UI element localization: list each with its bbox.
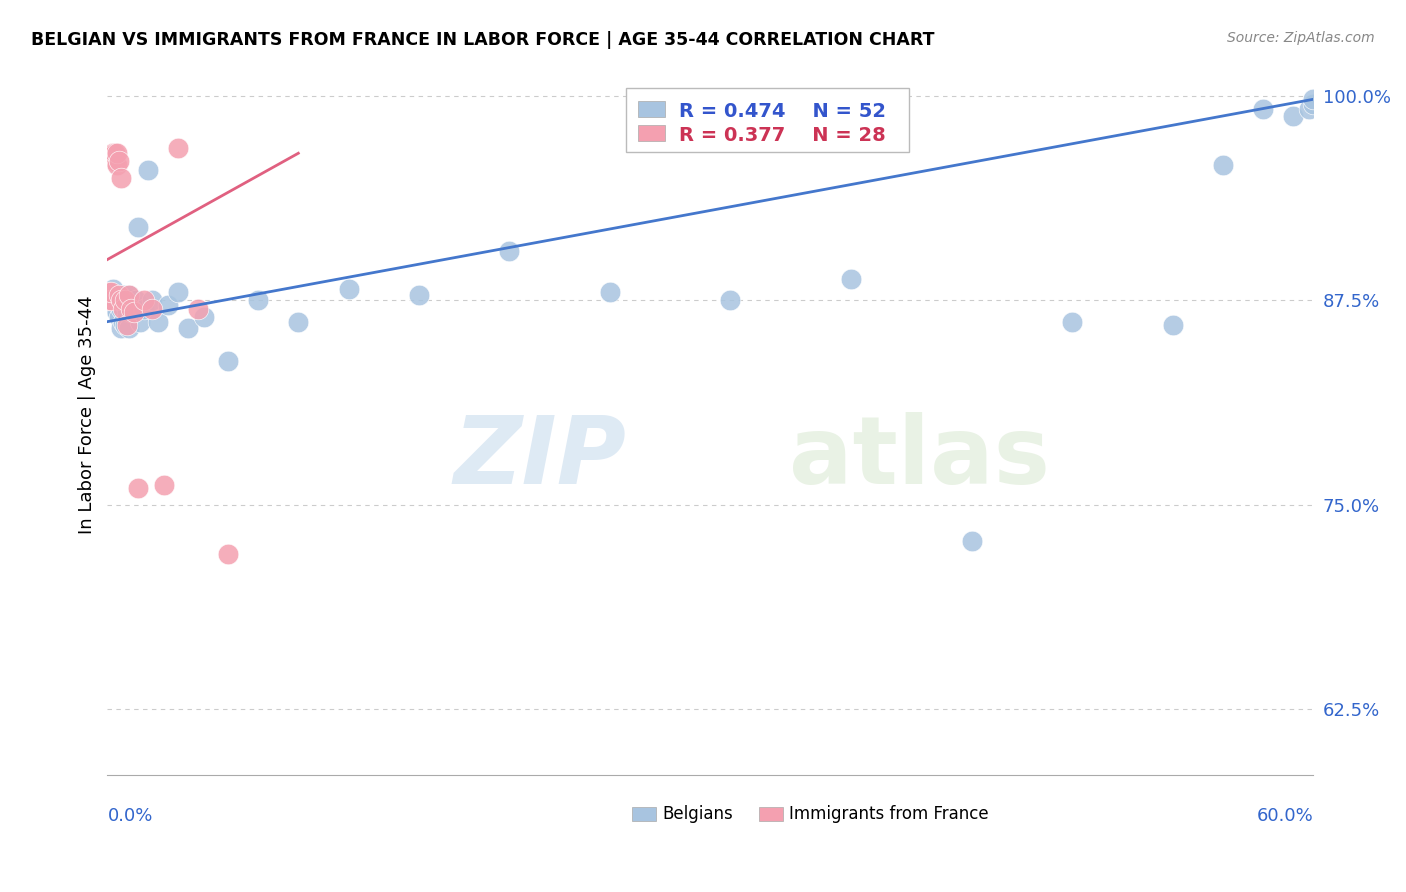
- Y-axis label: In Labor Force | Age 35-44: In Labor Force | Age 35-44: [79, 295, 96, 534]
- Point: [104, 301, 127, 316]
- Point: [146, 315, 169, 329]
- Text: atlas: atlas: [789, 412, 1050, 504]
- Point: [720, 293, 742, 308]
- Point: [1302, 92, 1324, 106]
- Point: [141, 301, 163, 316]
- Point: [287, 315, 309, 329]
- Text: BELGIAN VS IMMIGRANTS FROM FRANCE IN LABOR FORCE | AGE 35-44 CORRELATION CHART: BELGIAN VS IMMIGRANTS FROM FRANCE IN LAB…: [31, 31, 935, 49]
- Point: [1251, 102, 1274, 116]
- Point: [156, 298, 179, 312]
- Point: [122, 305, 145, 319]
- Point: [117, 305, 139, 319]
- Point: [1282, 109, 1305, 123]
- Point: [1302, 97, 1324, 112]
- Point: [117, 318, 139, 332]
- Point: [103, 146, 125, 161]
- Point: [117, 292, 139, 306]
- Point: [104, 154, 127, 169]
- Point: [124, 293, 146, 308]
- Point: [104, 292, 127, 306]
- Point: [1298, 102, 1320, 116]
- Point: [166, 141, 188, 155]
- Point: [107, 305, 129, 319]
- FancyBboxPatch shape: [631, 807, 657, 822]
- Point: [112, 288, 135, 302]
- Point: [100, 293, 122, 308]
- Point: [98, 285, 121, 300]
- Point: [110, 170, 132, 185]
- Point: [108, 310, 131, 324]
- Point: [104, 146, 127, 161]
- Point: [122, 298, 145, 312]
- Point: [128, 315, 150, 329]
- Point: [217, 354, 239, 368]
- Point: [110, 293, 132, 308]
- Point: [103, 298, 125, 312]
- Point: [98, 293, 121, 308]
- Point: [103, 282, 125, 296]
- Point: [127, 219, 149, 234]
- FancyBboxPatch shape: [638, 125, 665, 141]
- Point: [110, 301, 132, 316]
- Point: [100, 288, 122, 302]
- Point: [498, 244, 520, 259]
- Point: [217, 547, 239, 561]
- Point: [118, 321, 141, 335]
- Point: [141, 293, 163, 308]
- Text: 0.0%: 0.0%: [107, 807, 153, 825]
- Point: [121, 305, 143, 319]
- Point: [114, 298, 136, 312]
- Point: [103, 146, 125, 161]
- Point: [118, 288, 141, 302]
- Point: [100, 285, 122, 300]
- Point: [100, 285, 122, 300]
- Point: [177, 321, 200, 335]
- Point: [107, 293, 129, 308]
- Point: [337, 282, 360, 296]
- Text: Source: ZipAtlas.com: Source: ZipAtlas.com: [1227, 31, 1375, 45]
- Point: [193, 310, 215, 324]
- Text: Belgians: Belgians: [662, 805, 733, 823]
- Point: [599, 285, 621, 300]
- Point: [166, 285, 188, 300]
- Text: ZIP: ZIP: [453, 412, 626, 504]
- Point: [112, 301, 135, 316]
- Point: [107, 146, 129, 161]
- Point: [132, 293, 155, 308]
- Point: [112, 315, 135, 329]
- Point: [1062, 315, 1084, 329]
- Point: [121, 301, 143, 316]
- Point: [107, 158, 129, 172]
- Point: [127, 482, 149, 496]
- Text: 60.0%: 60.0%: [1257, 807, 1313, 825]
- Point: [114, 318, 136, 332]
- Point: [287, 805, 309, 820]
- Point: [1161, 318, 1184, 332]
- Text: R = 0.474    N = 52: R = 0.474 N = 52: [679, 102, 886, 121]
- Point: [103, 288, 125, 302]
- Point: [960, 533, 983, 548]
- Point: [187, 301, 209, 316]
- Point: [247, 293, 270, 308]
- Text: Immigrants from France: Immigrants from France: [789, 805, 988, 823]
- Point: [114, 293, 136, 308]
- Text: R = 0.377    N = 28: R = 0.377 N = 28: [679, 126, 886, 145]
- FancyBboxPatch shape: [626, 87, 910, 153]
- Point: [1212, 158, 1234, 172]
- FancyBboxPatch shape: [638, 101, 665, 117]
- Point: [108, 288, 131, 302]
- Point: [136, 162, 159, 177]
- Point: [132, 301, 155, 316]
- Point: [108, 154, 131, 169]
- Point: [408, 288, 430, 302]
- Point: [98, 293, 121, 308]
- Point: [118, 288, 141, 302]
- Point: [152, 478, 174, 492]
- Point: [839, 272, 862, 286]
- FancyBboxPatch shape: [759, 807, 783, 822]
- Point: [110, 321, 132, 335]
